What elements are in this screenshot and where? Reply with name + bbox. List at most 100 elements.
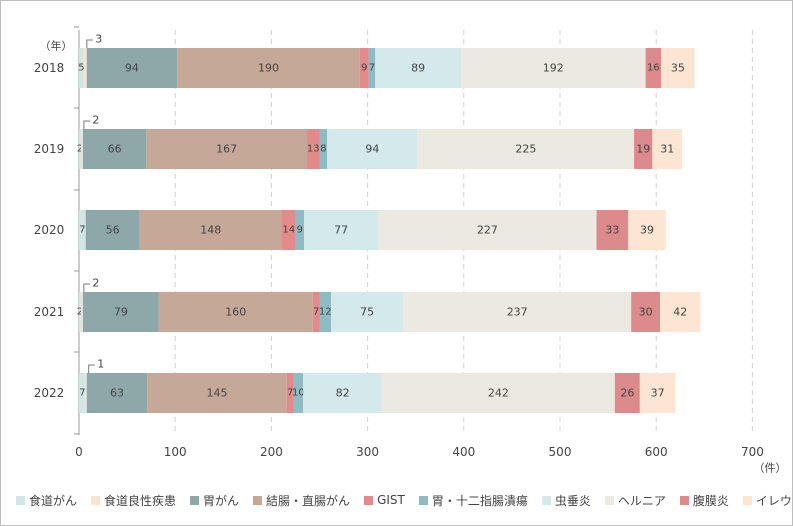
bar-value-label: 7: [369, 63, 375, 74]
bar-segment: [596, 210, 629, 250]
bar-segment: [417, 129, 635, 169]
bar-value-label: 94: [365, 143, 379, 156]
bar-value-label: 19: [636, 143, 650, 156]
bar-segment: [631, 292, 661, 332]
bar-segment: [327, 129, 418, 169]
legend-swatch: [604, 495, 614, 505]
legend-swatch: [418, 495, 428, 505]
bar-segment: [460, 48, 646, 88]
bar-value-label: 12: [319, 307, 332, 318]
bar-value-label: 37: [651, 387, 665, 400]
legend-item: 食道良性疾患: [91, 492, 176, 509]
bar-value-label: 89: [411, 62, 425, 75]
y-category-label: 2019: [34, 142, 65, 156]
bar-segment: [368, 48, 376, 88]
y-category-label: 2022: [34, 386, 65, 400]
legend-item: 食道がん: [16, 492, 77, 509]
legend-swatch: [742, 495, 752, 505]
legend-swatch: [91, 495, 101, 505]
bar-value-label: 66: [108, 143, 122, 156]
bar-value-label: 242: [488, 387, 509, 400]
bar-segment: [403, 292, 632, 332]
bar-segment: [661, 48, 695, 88]
bar-value-label: 33: [605, 224, 619, 237]
bar-value-label: 145: [207, 387, 228, 400]
legend-item: 胃がん: [190, 492, 239, 509]
bar-value-label: 160: [225, 306, 246, 319]
bar-segment: [86, 48, 178, 88]
chart-legend: 食道がん 食道良性疾患 胃がん 結腸・直腸がん GIST 胃・十二指腸潰瘍 虫垂炎 ヘルニア 腹…: [16, 489, 793, 511]
bar-value-label: 30: [639, 306, 653, 319]
x-tick-label: 300: [356, 445, 379, 459]
bar-segment: [639, 373, 676, 413]
legend-item: 結腸・直腸がん: [253, 492, 350, 509]
legend-swatch: [541, 495, 551, 505]
x-tick-label: 700: [741, 445, 764, 459]
bar-value-label: 75: [360, 306, 374, 319]
legend-swatch: [679, 495, 689, 505]
bar-segment: [147, 373, 287, 413]
legend-label: イレウス: [755, 493, 793, 508]
bar-segment: [86, 373, 148, 413]
bar-segment: [79, 210, 86, 250]
bar-value-label: 94: [125, 62, 139, 75]
callout-label: 3: [95, 33, 102, 46]
legend-swatch: [253, 495, 263, 505]
x-tick-label: 100: [164, 445, 187, 459]
x-tick-label: 600: [645, 445, 668, 459]
legend-label: 胃・十二指腸潰瘍: [431, 493, 528, 508]
bar-segment: [660, 292, 701, 332]
bar-segment: [177, 48, 360, 88]
bar-segment: [306, 129, 320, 169]
y-category-label: 2021: [34, 305, 65, 319]
bar-value-label: 63: [110, 387, 124, 400]
callout-leader: [88, 364, 95, 373]
bar-segment: [85, 373, 87, 413]
bar-segment: [80, 129, 83, 169]
x-tick-label: 400: [452, 445, 475, 459]
bar-value-label: 2: [77, 307, 83, 318]
bar-segment: [281, 210, 296, 250]
bar-value-label: 192: [543, 62, 564, 75]
y-category-label: 2018: [34, 61, 65, 75]
bar-segment: [331, 292, 404, 332]
bar-segment: [319, 292, 332, 332]
bar-segment: [79, 292, 81, 332]
callout-label: 2: [92, 114, 99, 127]
bar-segment: [303, 373, 383, 413]
bar-value-label: 79: [114, 306, 128, 319]
bar-segment: [295, 210, 305, 250]
x-unit-label: （件）: [754, 462, 787, 475]
bar-segment: [82, 129, 147, 169]
bar-segment: [304, 210, 379, 250]
bar-value-label: 14: [282, 225, 295, 236]
x-tick-label: 0: [75, 445, 83, 459]
bar-value-label: 31: [660, 143, 674, 156]
bar-segment: [286, 373, 294, 413]
bar-segment: [645, 48, 662, 88]
bar-segment: [293, 373, 304, 413]
x-tick-label: 200: [260, 445, 283, 459]
bar-segment: [652, 129, 683, 169]
callout-leader: [83, 283, 90, 292]
y-unit-label: （年）: [40, 39, 73, 53]
legend-label: 胃がん: [203, 493, 240, 508]
legend-swatch: [364, 495, 374, 505]
bar-segment: [82, 292, 159, 332]
bar-value-label: 2: [77, 144, 83, 155]
bar-value-label: 225: [515, 143, 536, 156]
legend-label: 食道がん: [29, 493, 78, 508]
legend-swatch: [16, 495, 25, 505]
bar-segment: [139, 210, 282, 250]
bar-segment: [85, 210, 140, 250]
bar-segment: [83, 48, 87, 88]
legend-label: ヘルニア: [617, 493, 666, 508]
callout-leader: [86, 39, 93, 48]
bar-value-label: 35: [671, 62, 685, 75]
callout-leader: [83, 120, 90, 129]
bar-segment: [628, 210, 666, 250]
bar-value-label: 9: [361, 63, 367, 74]
bar-value-label: 26: [620, 387, 634, 400]
bar-value-label: 56: [106, 224, 120, 237]
